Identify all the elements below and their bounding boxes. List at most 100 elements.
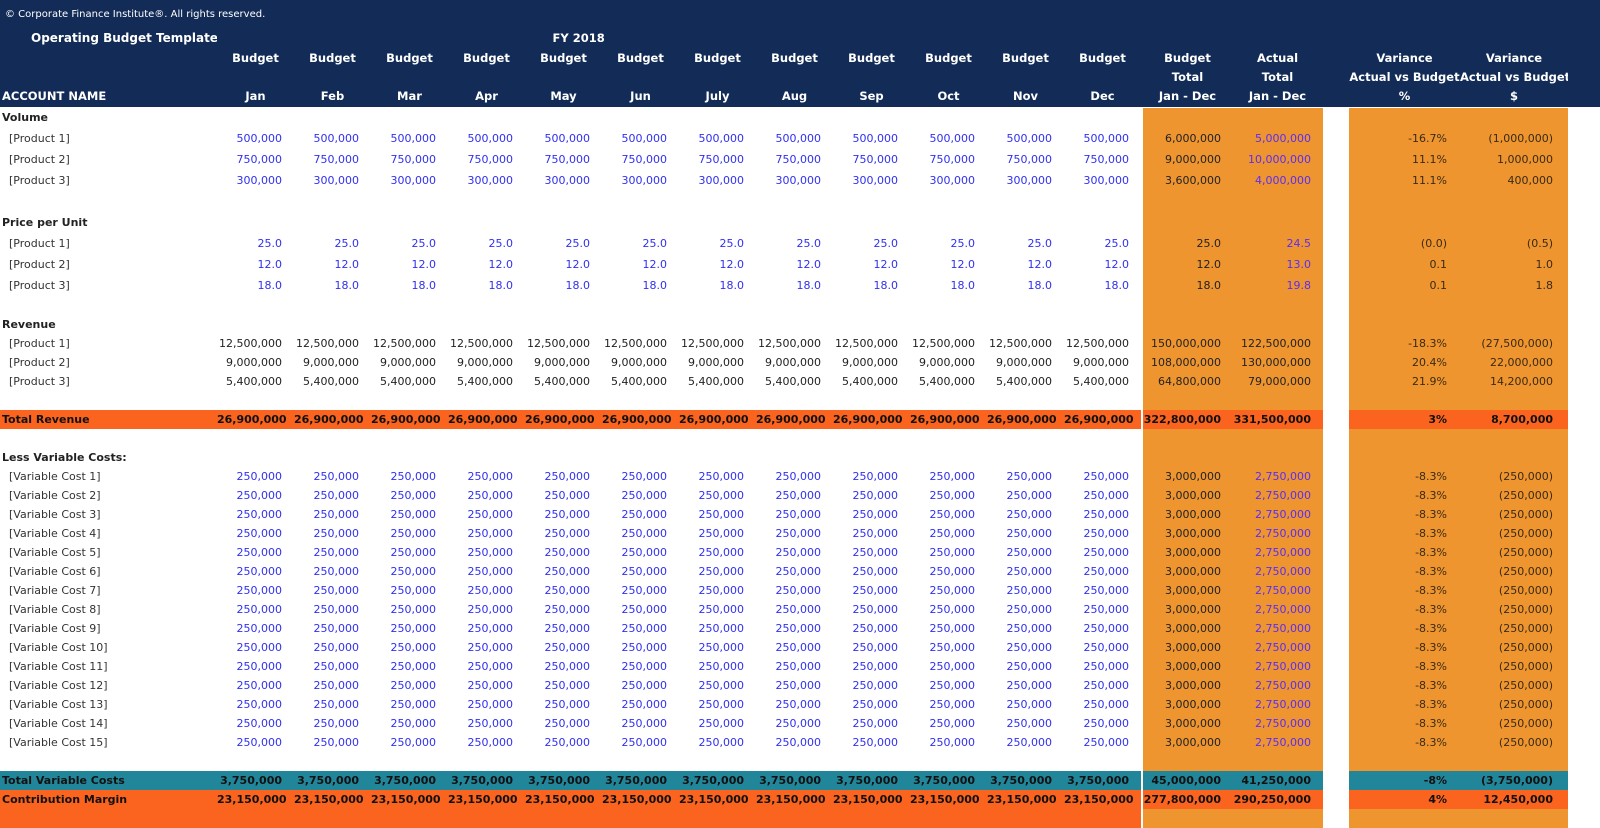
month-value-cell[interactable]: 300,000 — [852, 174, 899, 187]
month-value-cell[interactable]: 25.0 — [719, 237, 745, 250]
month-value-cell[interactable]: 250,000 — [1083, 698, 1130, 711]
month-value-cell[interactable]: 250,000 — [698, 679, 745, 692]
actual-total-cell[interactable]: 19.8 — [1232, 275, 1323, 296]
month-value-cell[interactable]: 250,000 — [467, 717, 514, 730]
month-value-cell[interactable]: 500,000 — [1083, 132, 1130, 145]
actual-total-cell[interactable]: 2,750,000 — [1232, 619, 1323, 638]
month-value-cell[interactable]: 250,000 — [390, 584, 437, 597]
month-value-cell[interactable]: 250,000 — [852, 698, 899, 711]
month-value-cell[interactable]: 23,150,000 — [525, 790, 602, 809]
month-value-cell[interactable]: 250,000 — [467, 660, 514, 673]
month-value-cell[interactable]: 250,000 — [698, 546, 745, 559]
month-value-cell[interactable]: 750,000 — [236, 153, 283, 166]
month-value-cell[interactable]: 250,000 — [852, 565, 899, 578]
month-value-cell[interactable]: 250,000 — [1006, 470, 1053, 483]
month-value-cell[interactable]: 25.0 — [642, 237, 668, 250]
month-value-cell[interactable]: 250,000 — [313, 508, 360, 521]
month-value-cell[interactable]: 250,000 — [236, 508, 283, 521]
month-value-cell[interactable]: 250,000 — [775, 698, 822, 711]
month-value-cell[interactable]: 250,000 — [621, 470, 668, 483]
month-header-6[interactable]: July — [679, 86, 756, 107]
actual-total-cell[interactable]: 2,750,000 — [1232, 600, 1323, 619]
month-value-cell[interactable]: 250,000 — [775, 584, 822, 597]
month-value-cell[interactable]: 250,000 — [1006, 660, 1053, 673]
month-value-cell[interactable]: 250,000 — [775, 527, 822, 540]
month-value-cell[interactable]: 500,000 — [236, 132, 283, 145]
month-value-cell[interactable]: 750,000 — [929, 153, 976, 166]
month-value-cell[interactable]: 26,900,000 — [602, 410, 679, 429]
month-value-cell[interactable]: 26,900,000 — [910, 410, 987, 429]
month-value-cell[interactable]: 23,150,000 — [448, 790, 525, 809]
actual-total-cell[interactable]: 2,750,000 — [1232, 695, 1323, 714]
month-value-cell[interactable]: 250,000 — [544, 546, 591, 559]
month-value-cell[interactable]: 250,000 — [929, 603, 976, 616]
month-value-cell[interactable]: 250,000 — [467, 698, 514, 711]
month-value-cell[interactable]: 250,000 — [698, 565, 745, 578]
month-value-cell[interactable]: 250,000 — [621, 641, 668, 654]
month-value-cell[interactable]: 250,000 — [390, 641, 437, 654]
month-value-cell[interactable]: 750,000 — [698, 153, 745, 166]
month-value-cell[interactable]: 250,000 — [390, 622, 437, 635]
month-value-cell[interactable]: 250,000 — [1083, 622, 1130, 635]
month-value-cell[interactable]: 250,000 — [236, 546, 283, 559]
month-header-0[interactable]: Jan — [217, 86, 294, 107]
month-value-cell[interactable]: 250,000 — [852, 527, 899, 540]
month-value-cell[interactable]: 12.0 — [411, 258, 437, 271]
actual-total-cell[interactable]: 2,750,000 — [1232, 562, 1323, 581]
month-value-cell[interactable]: 26,900,000 — [987, 410, 1064, 429]
month-value-cell[interactable]: 12,500,000 — [373, 337, 436, 350]
month-value-cell[interactable]: 250,000 — [852, 641, 899, 654]
month-value-cell[interactable]: 12.0 — [950, 258, 976, 271]
month-value-cell[interactable]: 750,000 — [544, 153, 591, 166]
month-value-cell[interactable]: 250,000 — [621, 584, 668, 597]
month-value-cell[interactable]: 250,000 — [236, 679, 283, 692]
month-value-cell[interactable]: 250,000 — [929, 641, 976, 654]
month-value-cell[interactable]: 9,000,000 — [457, 356, 513, 369]
month-value-cell[interactable]: 250,000 — [698, 489, 745, 502]
month-value-cell[interactable]: 500,000 — [1006, 132, 1053, 145]
month-value-cell[interactable]: 250,000 — [698, 660, 745, 673]
month-header-7[interactable]: Aug — [756, 86, 833, 107]
month-value-cell[interactable]: 250,000 — [1006, 527, 1053, 540]
month-value-cell[interactable]: 250,000 — [621, 736, 668, 749]
month-value-cell[interactable]: 23,150,000 — [602, 790, 679, 809]
month-value-cell[interactable]: 9,000,000 — [380, 356, 436, 369]
month-value-cell[interactable]: 250,000 — [775, 470, 822, 483]
month-value-cell[interactable]: 5,400,000 — [688, 375, 744, 388]
month-value-cell[interactable]: 250,000 — [236, 603, 283, 616]
month-value-cell[interactable]: 500,000 — [544, 132, 591, 145]
month-value-cell[interactable]: 18.0 — [488, 279, 514, 292]
month-value-cell[interactable]: 250,000 — [929, 584, 976, 597]
month-value-cell[interactable]: 250,000 — [852, 546, 899, 559]
month-value-cell[interactable]: 12.0 — [873, 258, 899, 271]
month-value-cell[interactable]: 26,900,000 — [217, 410, 294, 429]
month-value-cell[interactable]: 250,000 — [1083, 641, 1130, 654]
month-value-cell[interactable]: 5,400,000 — [1073, 375, 1129, 388]
month-value-cell[interactable]: 9,000,000 — [996, 356, 1052, 369]
month-value-cell[interactable]: 250,000 — [467, 641, 514, 654]
month-header-5[interactable]: Jun — [602, 86, 679, 107]
month-value-cell[interactable]: 300,000 — [544, 174, 591, 187]
month-value-cell[interactable]: 26,900,000 — [1064, 410, 1141, 429]
actual-total-cell[interactable]: 2,750,000 — [1232, 524, 1323, 543]
month-value-cell[interactable]: 250,000 — [1083, 527, 1130, 540]
actual-total-cell[interactable]: 2,750,000 — [1232, 733, 1323, 752]
month-value-cell[interactable]: 26,900,000 — [833, 410, 910, 429]
month-value-cell[interactable]: 18.0 — [257, 279, 283, 292]
month-value-cell[interactable]: 250,000 — [390, 717, 437, 730]
month-value-cell[interactable]: 250,000 — [544, 698, 591, 711]
month-value-cell[interactable]: 250,000 — [1083, 489, 1130, 502]
month-value-cell[interactable]: 9,000,000 — [842, 356, 898, 369]
actual-total-cell[interactable]: 2,750,000 — [1232, 657, 1323, 676]
month-value-cell[interactable]: 250,000 — [775, 565, 822, 578]
month-value-cell[interactable]: 250,000 — [698, 470, 745, 483]
month-value-cell[interactable]: 18.0 — [1027, 279, 1053, 292]
month-value-cell[interactable]: 3,750,000 — [294, 771, 371, 790]
actual-total-cell[interactable]: 290,250,000 — [1232, 790, 1323, 809]
month-value-cell[interactable]: 250,000 — [1083, 508, 1130, 521]
month-value-cell[interactable]: 3,750,000 — [371, 771, 448, 790]
month-value-cell[interactable]: 5,400,000 — [457, 375, 513, 388]
month-value-cell[interactable]: 250,000 — [929, 546, 976, 559]
month-value-cell[interactable]: 250,000 — [852, 489, 899, 502]
month-value-cell[interactable]: 250,000 — [621, 565, 668, 578]
